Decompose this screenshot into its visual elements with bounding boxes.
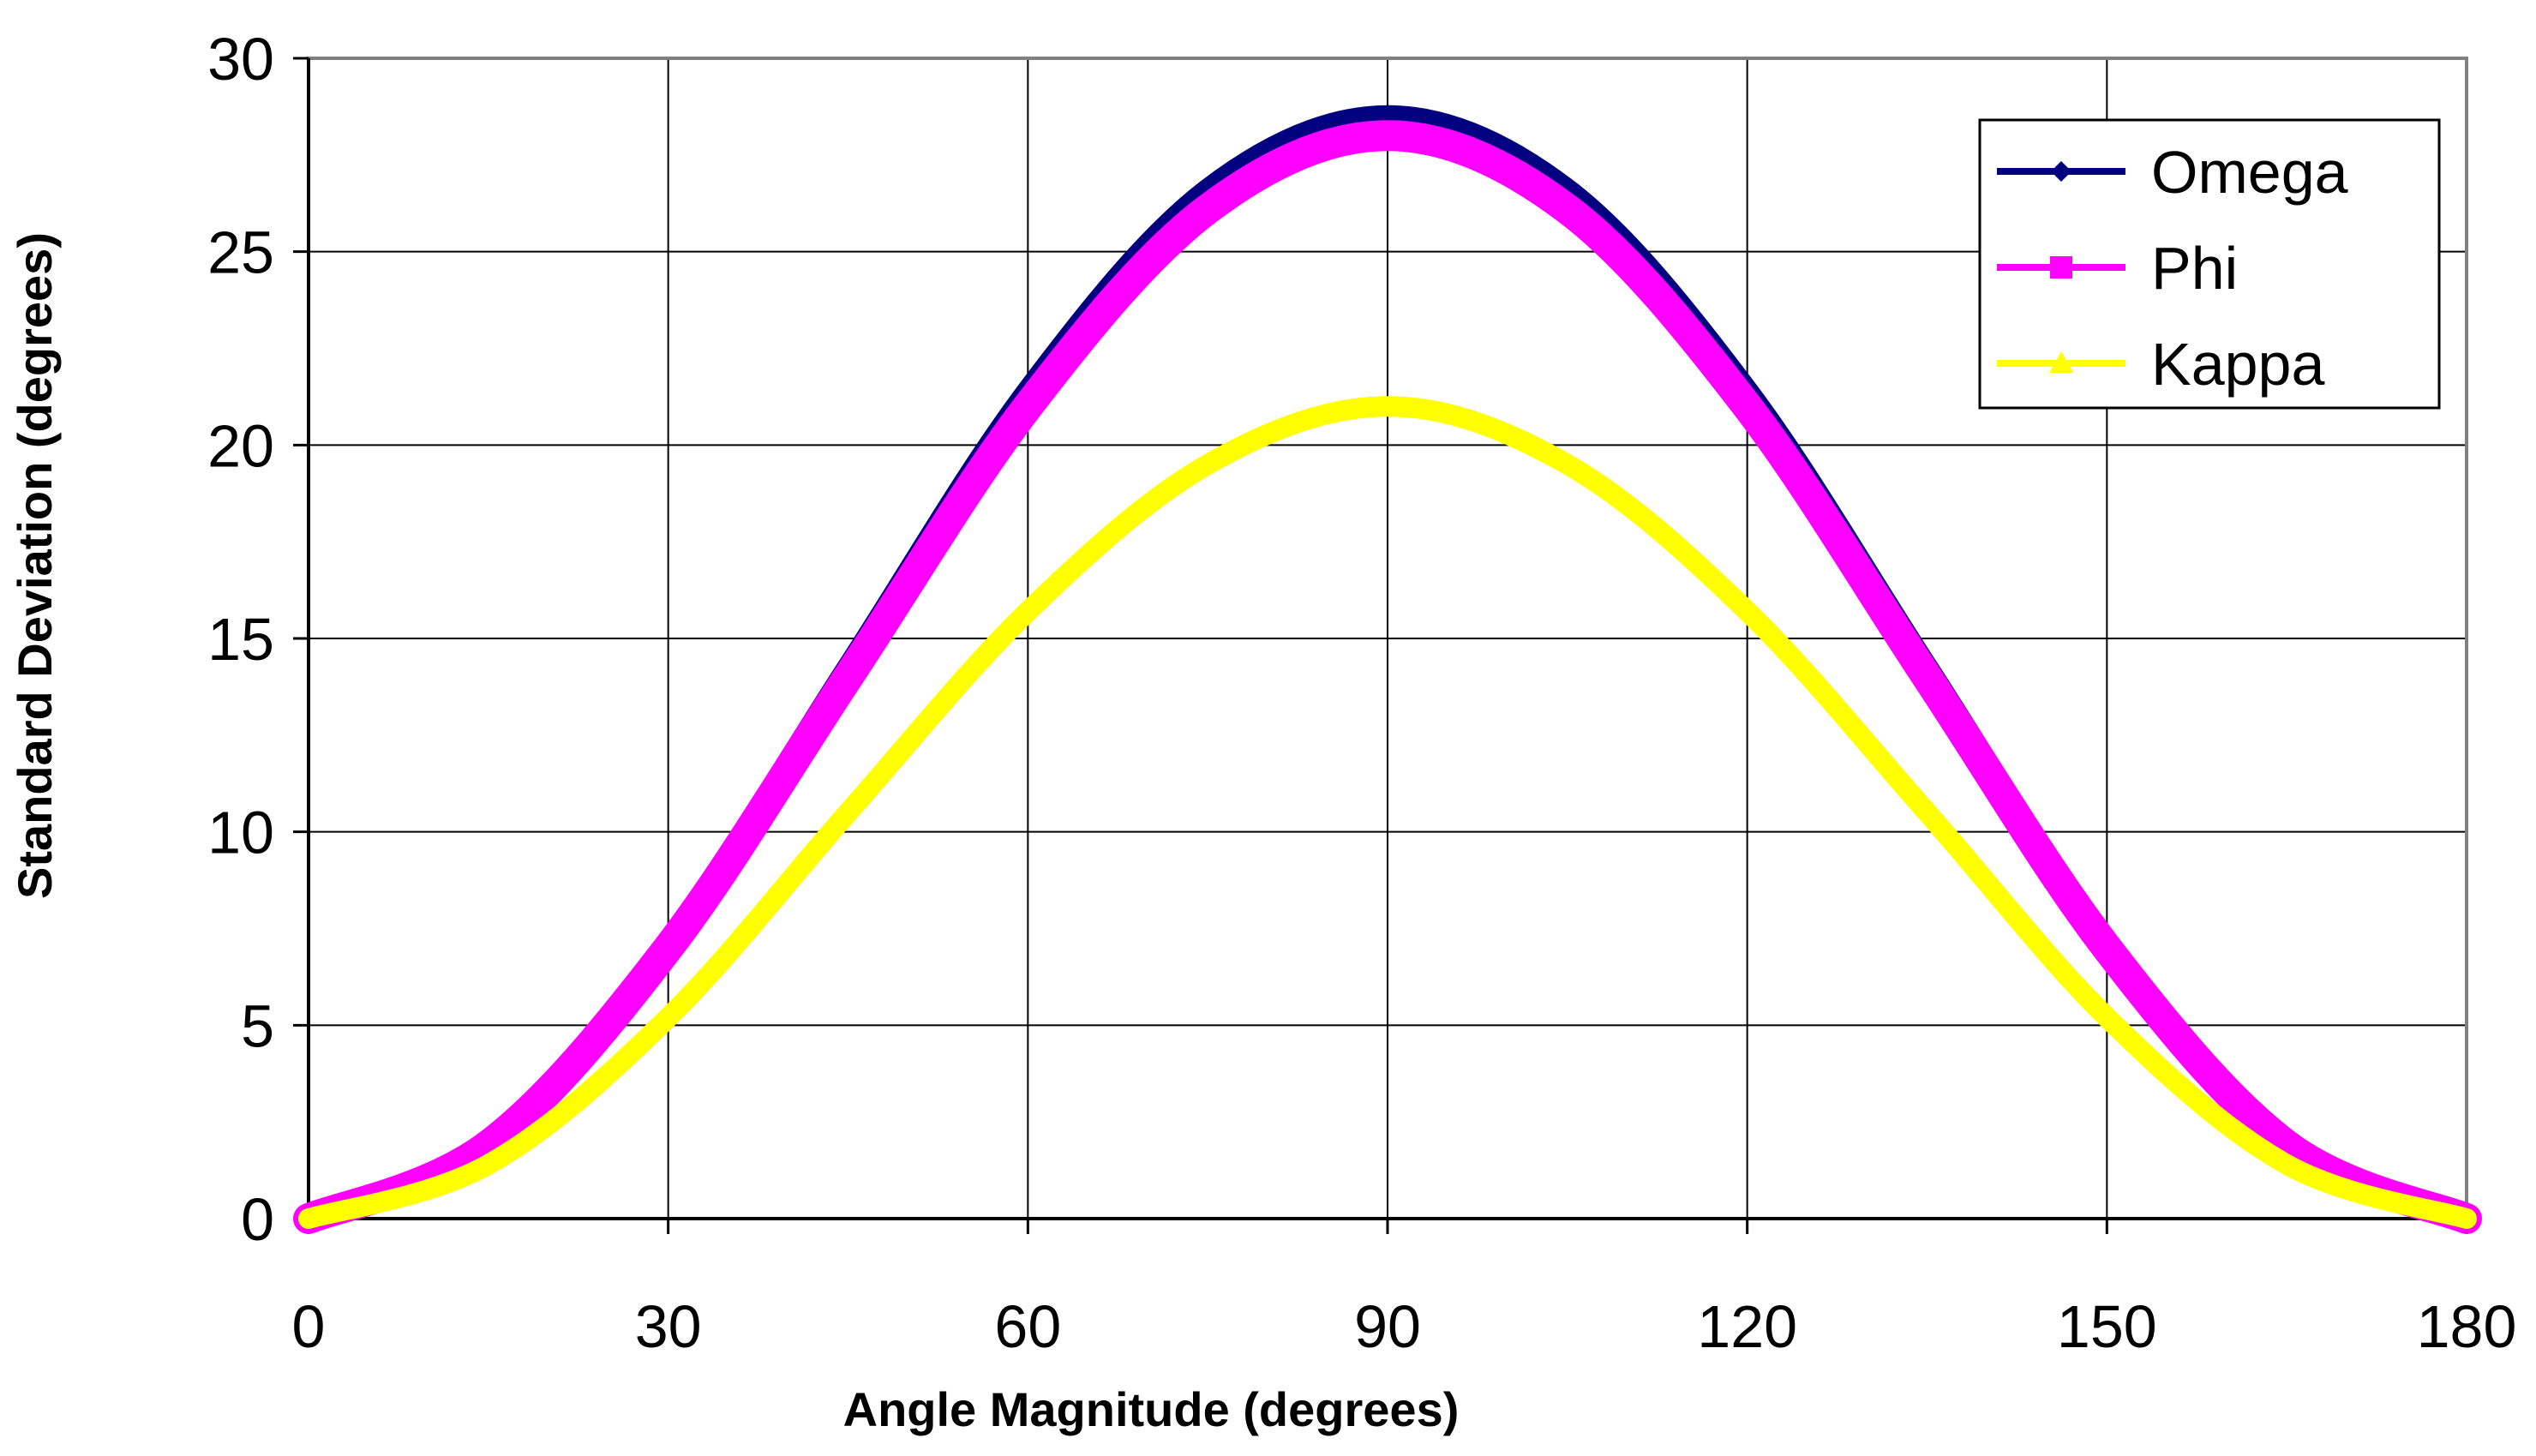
y-axis-tick-labels: 0 5 10 15 20 25 30 (207, 26, 274, 1253)
x-tick-label: 180 (2417, 1293, 2517, 1360)
x-axis-tick-labels: 0 30 60 90 120 150 180 (292, 1293, 2517, 1360)
x-tick-label: 60 (994, 1293, 1061, 1360)
x-tick-label: 90 (1354, 1293, 1421, 1360)
x-tick-label: 0 (292, 1293, 326, 1360)
series-lines (293, 105, 2482, 1234)
legend-marker-kappa (2049, 351, 2073, 373)
x-tick-label: 150 (2057, 1293, 2157, 1360)
series-line-kappa (298, 396, 2477, 1229)
y-tick-label: 25 (207, 219, 274, 286)
legend-marker-phi (2050, 256, 2072, 279)
y-tick-label: 0 (241, 1186, 274, 1253)
y-axis-title: Standard Deviation (degrees) (8, 232, 62, 899)
legend-items: Omega Phi Kappa (1997, 139, 2348, 398)
x-tick-label: 120 (1697, 1293, 1797, 1360)
y-tick-label: 30 (207, 26, 274, 93)
legend: Omega Phi Kappa (1978, 118, 2441, 410)
y-tick-label: 10 (207, 800, 274, 866)
y-tick-label: 5 (241, 992, 274, 1059)
y-tick-label: 15 (207, 606, 274, 673)
legend-marker-omega (2051, 161, 2071, 182)
legend-label-kappa: Kappa (2151, 331, 2324, 398)
legend-label-phi: Phi (2151, 235, 2238, 302)
x-tick-label: 30 (635, 1293, 702, 1360)
series-line-phi (293, 120, 2482, 1234)
y-tick-label: 20 (207, 412, 274, 479)
legend-label-omega: Omega (2151, 139, 2348, 206)
x-axis-title: Angle Magnitude (degrees) (843, 1382, 1460, 1436)
